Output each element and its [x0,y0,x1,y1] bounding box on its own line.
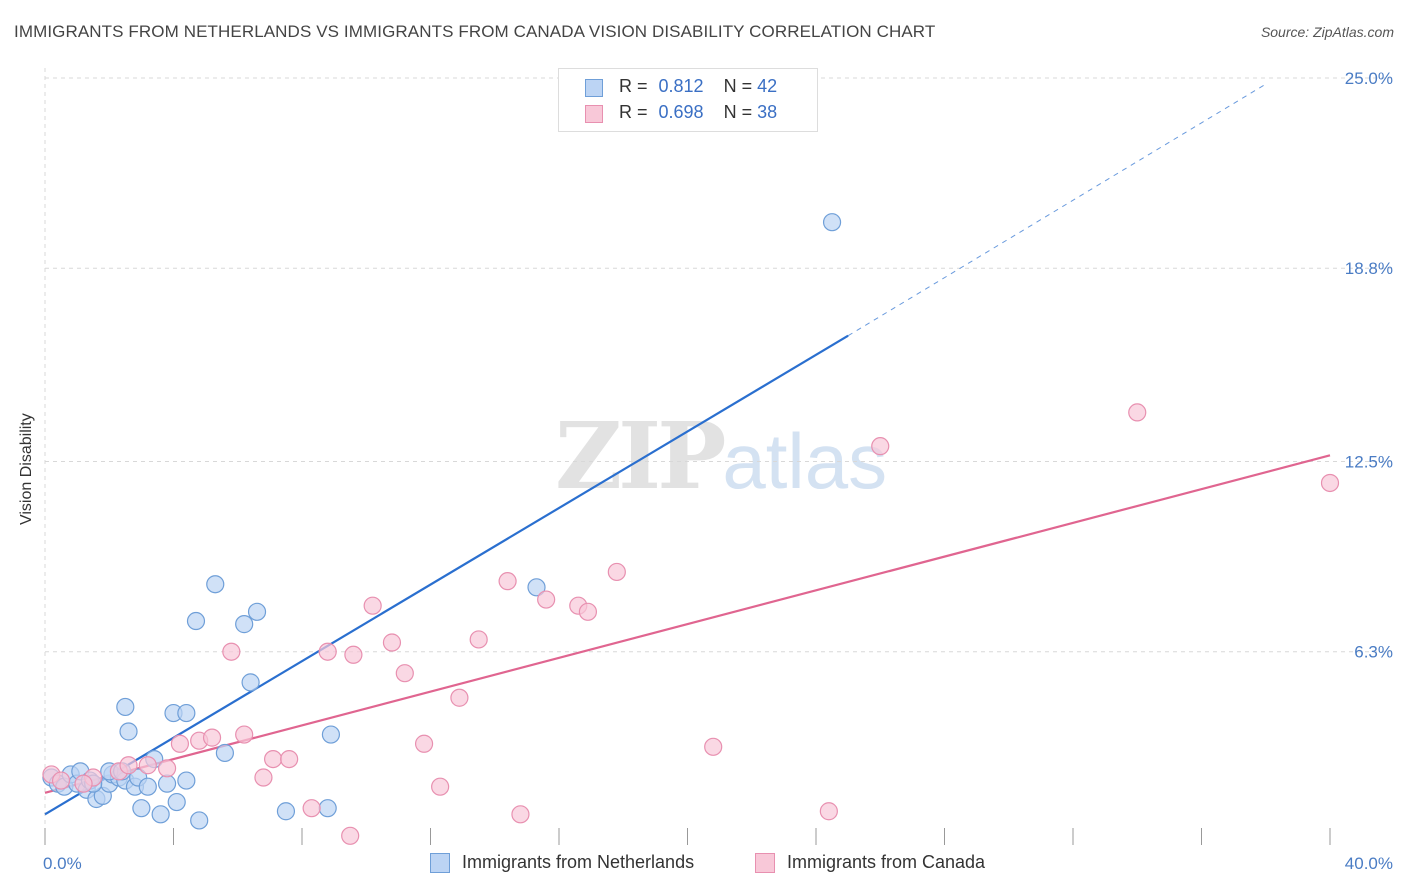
canada-point [202,728,222,747]
x-tick-label: 40.0% [1345,854,1393,873]
bottom-legend-label-netherlands: Immigrants from Netherlands [462,852,695,872]
netherlands-point [177,703,196,723]
canada-point [235,725,254,744]
watermark: ZIPatlas [555,402,887,510]
canada-point [578,602,598,621]
canada-point [280,749,299,769]
legend-r-value: 0.698 [658,102,704,122]
source-label: Source: ZipAtlas.com [1260,24,1394,40]
canada-point [395,664,414,683]
canada-point [51,771,71,790]
canada-point [469,630,488,649]
tick-labels: 6.3% 12.5% 18.8% 25.0% 0.0% 40.0% [43,69,1393,873]
watermark-zip: ZIP [555,402,726,510]
canada-point [450,688,469,707]
y-tick-label: 18.8% [1345,259,1393,278]
legend-n-label: N = [723,102,758,122]
legend-swatch-canada [585,105,603,123]
netherlands-point [138,777,157,796]
y-tick-label: 6.3% [1354,643,1393,662]
netherlands-trend-extension [847,83,1267,337]
canada-point [222,642,241,661]
y-tick-label: 25.0% [1345,69,1393,88]
canada-point [254,768,273,787]
canada-point [263,749,283,769]
netherlands-point [151,805,170,824]
canada-point [302,799,321,818]
canada-point [498,572,517,591]
axes [44,68,1331,845]
netherlands-point [822,213,842,232]
canada-point [607,562,626,582]
netherlands-point [190,811,209,830]
netherlands-point [276,802,296,821]
canada-point [170,734,190,753]
legend-text-netherlands: R = 0.812 N = 42 [619,76,777,97]
canada-point [344,645,363,664]
canada-point [537,590,556,609]
bottom-legend-label-canada: Immigrants from Canada [787,852,986,872]
legend-swatch-netherlands [585,79,603,97]
canada-point [1320,473,1340,493]
netherlands-point [177,771,196,790]
legend-text-canada: R = 0.698 N = 38 [619,102,777,123]
legend-n-value: 38 [757,102,778,122]
canada-point [414,734,434,753]
legend: R = 0.812 N = 42 R = 0.698 N = 38 [558,68,818,132]
netherlands-trend-line [44,334,849,816]
canada-point [819,802,838,821]
netherlands-point [116,697,135,717]
canada-point [704,737,723,756]
legend-n-label: N = [723,76,758,96]
netherlands-point [215,743,234,763]
canada-point [363,596,382,615]
netherlands-point [167,792,186,812]
netherlands-point [318,799,337,818]
legend-r-value: 0.812 [658,76,704,96]
legend-r-label: R = [619,102,653,122]
netherlands-point [235,615,254,634]
canada-point [341,826,360,845]
canada-point [382,633,402,652]
netherlands-point [132,799,151,818]
chart-title: IMMIGRANTS FROM NETHERLANDS VS IMMIGRANT… [14,22,936,41]
bottom-legend-swatch-netherlands [430,853,450,873]
netherlands-point [119,722,138,741]
x-tick-label: 0.0% [43,854,82,873]
canada-point [157,759,177,778]
netherlands-point [527,578,546,597]
trend-lines [44,83,1331,816]
data-points [42,213,1340,845]
netherlands-point [206,575,225,594]
netherlands-point [157,774,177,793]
canada-point [138,756,157,775]
canada-point [871,437,890,456]
legend-r-label: R = [619,76,653,96]
netherlands-point [321,725,341,744]
y-axis-label: Vision Disability [18,413,35,525]
canada-point [318,642,337,661]
netherlands-point [247,602,267,621]
grid-lines [45,77,1392,653]
y-axis-label-wrap: Vision Disability [18,413,38,665]
canada-point [511,805,530,824]
y-tick-label: 12.5% [1345,453,1393,472]
bottom-legend-swatch-canada [755,853,775,873]
canada-point [74,774,93,793]
netherlands-point [186,611,206,631]
netherlands-point [241,673,260,692]
canada-point [431,777,450,796]
legend-n-value: 42 [757,76,778,96]
canada-point [1128,403,1147,422]
canada-trend-line [44,454,1331,794]
canada-point [119,756,138,775]
